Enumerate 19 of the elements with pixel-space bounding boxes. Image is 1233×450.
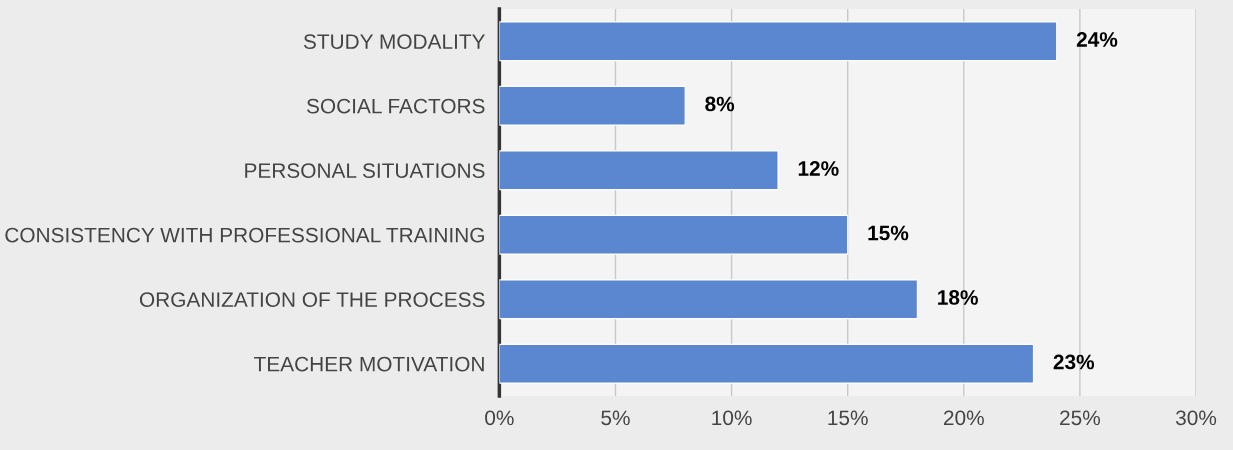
x-tick-label: 20% [944,410,984,426]
data-label: 12% [798,161,839,176]
y-tick-label: PERSONAL SITUATIONS [245,163,485,178]
x-tick-label: 10% [712,410,752,426]
x-tick-label: 25% [1060,410,1101,426]
y-tick-label: STUDY MODALITY [303,34,486,49]
data-label: 8% [705,96,735,112]
data-label: 15% [868,225,909,241]
x-tick-label: 30% [1175,410,1217,426]
y-tick-label: TEACHER MOTIVATION [254,356,484,372]
y-tick-label: ORGANIZATION OF THE PROCESS [139,292,485,307]
data-label: 23% [1053,354,1095,370]
x-tick-label: 5% [601,410,630,426]
data-label: 24% [1076,32,1118,47]
y-tick-label: CONSISTENCY WITH PROFESSIONAL TRAINING [5,227,484,243]
x-tick-label: 0% [485,410,514,426]
y-tick-label: SOCIAL FACTORS [306,98,485,114]
data-label: 18% [938,290,978,305]
x-tick-label: 15% [828,410,868,426]
